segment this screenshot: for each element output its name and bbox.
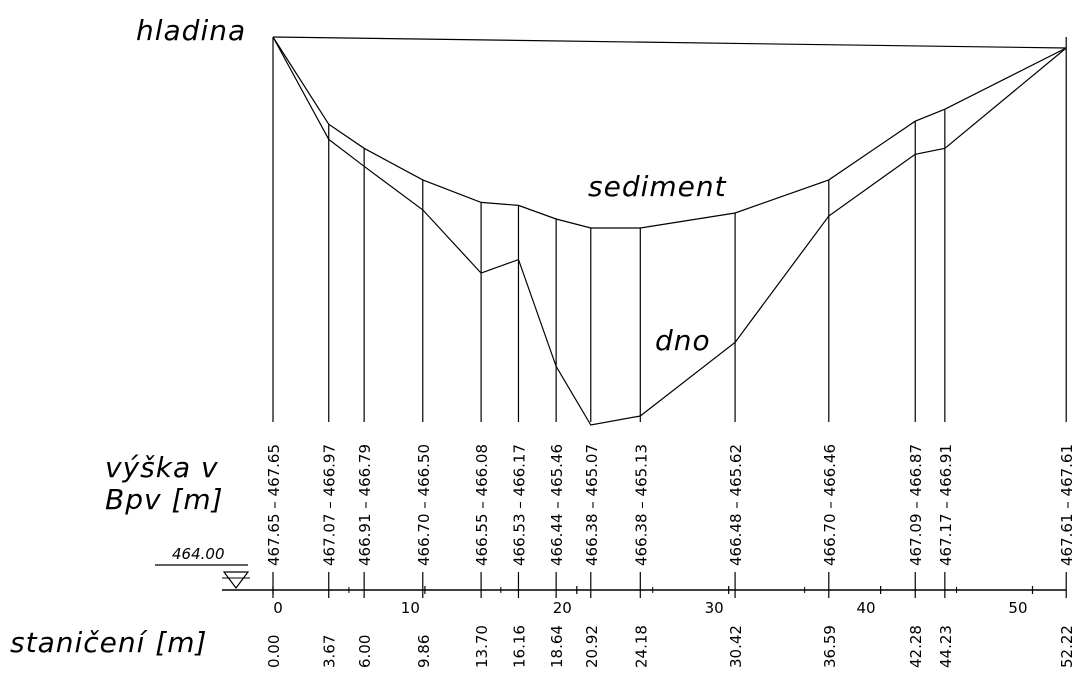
- height-value-labels: 467.65 – 467.65 467.07 – 466.97 466.91 – 4…: [265, 444, 1073, 566]
- height-value-label: 466.55 – 466.08: [473, 444, 491, 566]
- axis-tick-label: 30: [705, 599, 724, 617]
- height-value-label: 467.09 – 466.87: [907, 444, 925, 566]
- axis-tick-label: 0: [273, 599, 283, 617]
- station-value-label: 30.42: [727, 625, 745, 668]
- station-value-labels: 0.00 3.67 6.00 9.86 13.70 16.16 18.64 20.92 24.1…: [265, 625, 1073, 668]
- station-value-label: 36.59: [821, 625, 839, 668]
- height-value-label: 466.48 – 465.62: [727, 444, 745, 566]
- station-verticals: [272, 37, 1067, 598]
- height-axis-title-line1: výška v: [105, 451, 219, 484]
- bottom-label: dno: [655, 324, 711, 357]
- station-value-label: 0.00: [265, 635, 283, 668]
- height-axis-title-line2: Bpv [m]: [105, 483, 224, 516]
- profile-lines: [272, 36, 1067, 426]
- stationing-axis-title: staničení [m]: [10, 626, 208, 659]
- height-value-label: 467.65 – 467.65: [265, 444, 283, 566]
- height-value-label: 466.38 – 465.13: [632, 444, 650, 566]
- axis-tick-label: 20: [553, 599, 572, 617]
- reference-level-symbol: [155, 564, 250, 589]
- reference-level-triangle: [222, 571, 250, 589]
- station-axis: 0 10 20 30 40 50: [222, 586, 1066, 617]
- station-value-label: 24.18: [632, 625, 650, 668]
- station-value-label: 18.64: [548, 625, 566, 668]
- height-value-label: 467.17 – 466.91: [937, 444, 955, 566]
- height-value-label: 466.70 – 466.46: [821, 444, 839, 566]
- axis-tick-label: 10: [401, 599, 420, 617]
- water-surface-label: hladina: [136, 14, 247, 47]
- station-value-label: 6.00: [356, 635, 374, 668]
- sediment-line: [272, 36, 1067, 229]
- station-value-label: 42.28: [907, 625, 925, 668]
- bottom-line: [272, 36, 1067, 426]
- height-value-label: 466.38 – 465.07: [583, 444, 601, 566]
- station-value-label: 16.16: [510, 625, 528, 668]
- reference-level-value: 464.00: [172, 545, 225, 563]
- station-value-label: 9.86: [415, 635, 433, 668]
- water-surface-line: [272, 36, 1067, 49]
- height-value-label: 466.44 – 465.46: [548, 444, 566, 566]
- axis-tick-label: 50: [1008, 599, 1027, 617]
- height-axis-title: výška v Bpv [m]: [105, 452, 224, 516]
- station-value-label: 44.23: [937, 625, 955, 668]
- height-value-label: 466.70 – 466.50: [415, 444, 433, 566]
- station-value-label: 20.92: [583, 625, 601, 668]
- sediment-label: sediment: [588, 170, 727, 203]
- station-value-label: 52.22: [1058, 625, 1073, 668]
- station-value-label: 3.67: [321, 635, 339, 668]
- height-value-label: 467.07 – 466.97: [321, 444, 339, 566]
- station-value-label: 13.70: [473, 625, 491, 668]
- axis-tick-label: 40: [857, 599, 876, 617]
- height-value-label: 466.91 – 466.79: [356, 444, 374, 566]
- height-value-label: 467.61 – 467.61: [1058, 444, 1073, 566]
- height-value-label: 466.53 – 466.17: [510, 444, 528, 566]
